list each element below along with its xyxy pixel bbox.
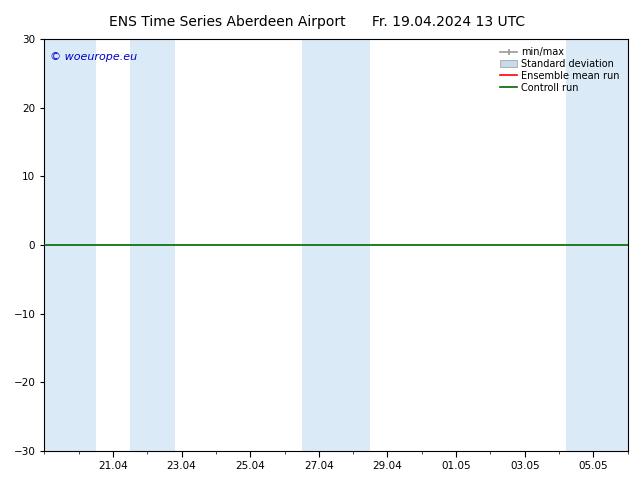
Legend: min/max, Standard deviation, Ensemble mean run, Controll run: min/max, Standard deviation, Ensemble me… [497,44,623,96]
Bar [44,39,96,451]
Text: ENS Time Series Aberdeen Airport      Fr. 19.04.2024 13 UTC: ENS Time Series Aberdeen Airport Fr. 19.… [109,15,525,29]
Bar [302,39,370,451]
Bar [130,39,175,451]
Text: © woeurope.eu: © woeurope.eu [50,51,138,62]
Bar [566,39,628,451]
